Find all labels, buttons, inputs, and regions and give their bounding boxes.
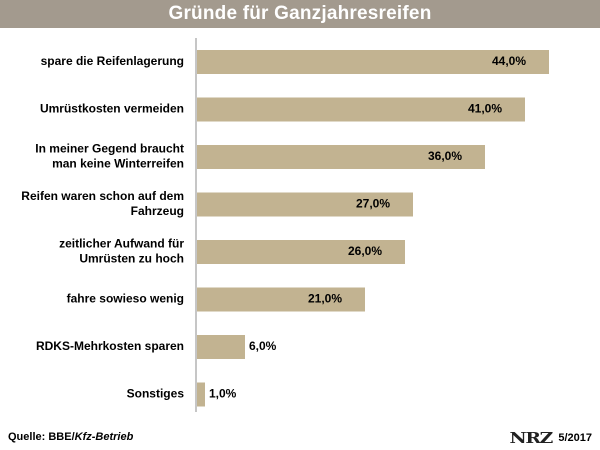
category-label-line: RDKS-Mehrkosten sparen	[36, 339, 184, 353]
value-label: 27,0%	[356, 197, 390, 211]
category-label: Umrüstkosten vermeiden	[40, 102, 184, 116]
bar	[197, 50, 549, 74]
chart-title: Gründe für Ganzjahresreifen	[168, 3, 432, 24]
category-label-line: zeitlicher Aufwand für	[59, 237, 184, 251]
bar	[197, 382, 205, 407]
source-publication: Kfz-Betrieb	[74, 431, 134, 443]
value-label: 41,0%	[468, 102, 502, 116]
value-label: 36,0%	[428, 149, 462, 163]
category-label: In meiner Gegend braucht man keine Winter…	[35, 142, 184, 171]
value-label: 44,0%	[492, 54, 526, 68]
category-label: spare die Reifenlagerung	[41, 54, 184, 68]
source-prefix: Quelle: BBE/	[8, 431, 75, 443]
value-label: 1,0%	[209, 387, 237, 401]
category-label-line: man keine Winterreifen	[52, 157, 184, 171]
category-label-line: Umrüsten zu hoch	[79, 252, 184, 266]
publication-date: 5/2017	[558, 432, 592, 444]
bar	[197, 335, 245, 359]
category-label-line: spare die Reifenlagerung	[41, 54, 184, 68]
category-label: Reifen waren schon auf dem Fahrzeug	[21, 189, 184, 218]
source-note: Quelle: BBE/Kfz-Betrieb	[8, 431, 133, 443]
category-label: zeitlicher Aufwand für Umrüsten zu hoch	[59, 237, 184, 266]
bar	[197, 240, 405, 264]
category-label-line: Umrüstkosten vermeiden	[40, 102, 184, 116]
category-label-line: Sonstiges	[127, 387, 185, 401]
value-label: 6,0%	[249, 339, 277, 353]
value-label: 26,0%	[348, 244, 382, 258]
category-label-line: Fahrzeug	[131, 204, 184, 218]
bar	[197, 145, 485, 169]
title-bar: Gründe für Ganzjahresreifen	[0, 0, 600, 28]
bar	[197, 287, 365, 312]
category-label-line: In meiner Gegend braucht	[35, 142, 184, 156]
category-label: fahre sowieso wenig	[67, 292, 184, 306]
value-label: 21,0%	[308, 292, 342, 306]
category-label: Sonstiges	[127, 387, 185, 401]
bar	[197, 192, 413, 217]
category-label-line: fahre sowieso wenig	[67, 292, 184, 306]
footer-right: NRZ 5/2017	[510, 429, 592, 447]
bar	[197, 97, 525, 122]
brand-logo: NRZ	[509, 429, 554, 447]
category-label-line: Reifen waren schon auf dem	[21, 189, 184, 203]
category-label: RDKS-Mehrkosten sparen	[36, 339, 184, 353]
